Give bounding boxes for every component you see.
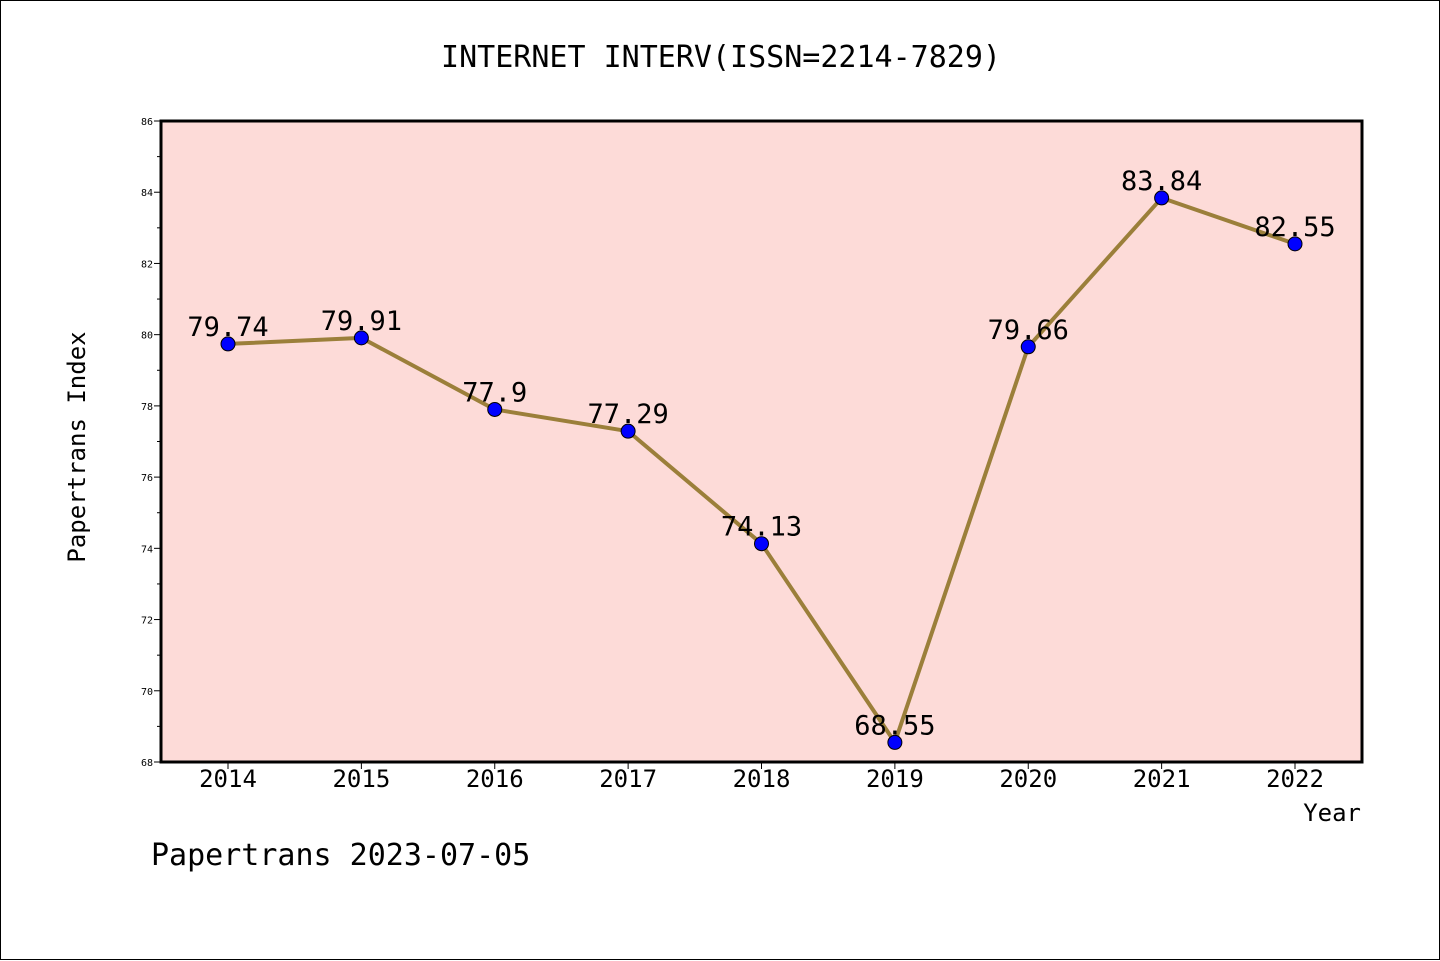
x-tick-label: 2018 [733, 765, 791, 793]
y-tick-label: 80 [141, 331, 153, 342]
data-point [220, 336, 236, 352]
data-point [353, 330, 369, 346]
data-point [487, 401, 503, 417]
y-tick-label: 84 [141, 188, 153, 199]
data-point [1154, 190, 1170, 206]
y-tick-label: 82 [141, 259, 153, 270]
x-tick-label: 2017 [599, 765, 657, 793]
x-tick-label: 2014 [199, 765, 257, 793]
y-tick-label: 70 [141, 687, 153, 698]
y-tick-label: 76 [141, 473, 153, 484]
footer-text: Papertrans 2023-07-05 [151, 838, 530, 873]
y-tick-label: 72 [141, 616, 153, 627]
x-tick-label: 2022 [1266, 765, 1324, 793]
y-axis-label: Papertrans Index [63, 331, 91, 562]
x-tick-label: 2020 [999, 765, 1057, 793]
data-point [887, 734, 903, 750]
chart-title: INTERNET INTERV(ISSN=2214-7829) [441, 40, 1001, 75]
x-tick-label: 2021 [1133, 765, 1191, 793]
data-point [620, 423, 636, 439]
y-tick-label: 78 [141, 402, 153, 413]
series-layer: 79.74 79.9177.977.2974.1368.5579.6683.848… [187, 166, 1336, 750]
x-axis-label: Year [1303, 799, 1361, 827]
data-point [754, 536, 769, 552]
x-tick-label: 2016 [466, 765, 524, 793]
plot-area [159, 119, 1364, 764]
data-point [1020, 339, 1036, 355]
y-tick-label: 68 [141, 758, 153, 769]
data-point [1287, 236, 1303, 252]
y-tick-label: 86 [141, 117, 153, 128]
y-tick-label: 74 [141, 544, 153, 555]
x-tick-label: 2019 [866, 765, 924, 793]
x-tick-label: 2015 [332, 765, 390, 793]
x-axis: 2014 2015 2016 2017 2018 2019 2020 2021 2022 [199, 762, 1324, 793]
y-axis: 68 70 72 74 76 78 80 82 84 86 [141, 117, 161, 769]
